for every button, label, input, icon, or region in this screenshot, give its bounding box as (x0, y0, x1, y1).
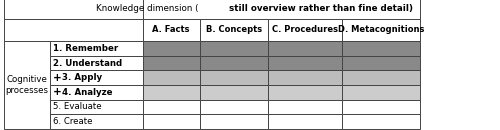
Bar (342, 100, 420, 114)
Text: Cognitive
processes: Cognitive processes (6, 75, 48, 95)
Bar (342, 41, 420, 56)
Bar (200, 41, 268, 56)
Bar (50, 41, 142, 56)
Bar (268, 56, 342, 70)
Bar (268, 70, 342, 85)
Text: D. Metacognitions: D. Metacognitions (338, 25, 424, 34)
Bar (142, 114, 200, 129)
Bar (4, 41, 50, 129)
Text: still overview rather than fine detail): still overview rather than fine detail) (228, 4, 412, 13)
Bar (142, 70, 200, 85)
Bar (342, 114, 420, 129)
Bar (268, 100, 342, 114)
Bar (200, 19, 268, 41)
Bar (200, 100, 268, 114)
Bar (200, 70, 268, 85)
Text: C. Procedures: C. Procedures (272, 25, 338, 34)
Text: 2. Understand: 2. Understand (53, 59, 122, 68)
Bar (50, 114, 142, 129)
Bar (268, 85, 342, 100)
Bar (50, 56, 142, 70)
Text: Knowledge dimension (: Knowledge dimension ( (96, 4, 199, 13)
Bar (142, 41, 200, 56)
Bar (4, 19, 142, 41)
Bar (200, 85, 268, 100)
Text: 3. Apply: 3. Apply (62, 73, 102, 82)
Bar (142, 85, 200, 100)
Bar (342, 19, 420, 41)
Text: 5. Evaluate: 5. Evaluate (53, 102, 102, 111)
Bar (342, 56, 420, 70)
Bar (50, 85, 142, 100)
Bar (342, 85, 420, 100)
Bar (142, 19, 200, 41)
Bar (268, 41, 342, 56)
Text: 4. Analyze: 4. Analyze (62, 88, 112, 97)
Bar (50, 100, 142, 114)
Text: 6. Create: 6. Create (53, 117, 92, 126)
Bar (342, 70, 420, 85)
Bar (200, 114, 268, 129)
Text: B. Concepts: B. Concepts (206, 25, 262, 34)
Bar (268, 114, 342, 129)
Bar (200, 56, 268, 70)
Bar (142, 0, 420, 19)
Text: 1. Remember: 1. Remember (53, 44, 118, 53)
Bar (142, 100, 200, 114)
Bar (268, 19, 342, 41)
Bar (50, 70, 142, 85)
Text: +: + (53, 73, 62, 83)
Bar (142, 56, 200, 70)
Text: A. Facts: A. Facts (152, 25, 190, 34)
Bar (4, 0, 142, 19)
Text: +: + (53, 87, 62, 97)
